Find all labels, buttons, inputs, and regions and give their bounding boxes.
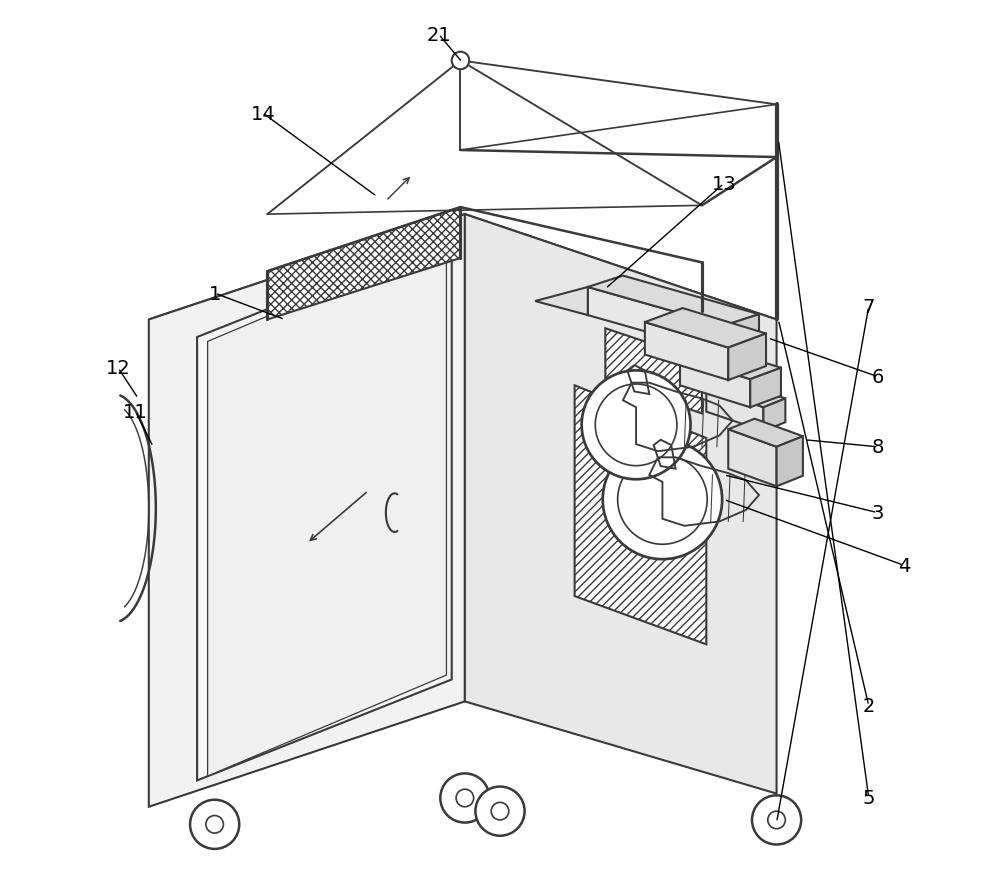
Polygon shape	[728, 430, 777, 487]
Circle shape	[456, 789, 474, 807]
Text: 11: 11	[123, 403, 148, 422]
Polygon shape	[197, 237, 452, 781]
Circle shape	[475, 787, 525, 836]
Circle shape	[582, 371, 691, 480]
Polygon shape	[149, 215, 465, 807]
Text: 12: 12	[106, 359, 130, 378]
Text: 6: 6	[871, 367, 884, 387]
Polygon shape	[680, 346, 781, 380]
Text: 7: 7	[863, 297, 875, 317]
Polygon shape	[645, 309, 766, 348]
Circle shape	[440, 774, 489, 823]
Polygon shape	[208, 241, 446, 776]
Polygon shape	[575, 386, 706, 645]
Circle shape	[452, 53, 469, 70]
Text: 1: 1	[208, 284, 221, 303]
Text: 5: 5	[863, 788, 875, 808]
Circle shape	[190, 800, 239, 849]
Polygon shape	[267, 208, 460, 320]
Polygon shape	[605, 329, 702, 414]
Circle shape	[603, 440, 722, 560]
Text: 2: 2	[863, 696, 875, 716]
Text: 13: 13	[712, 175, 736, 194]
Circle shape	[618, 455, 707, 545]
Polygon shape	[149, 215, 777, 425]
Text: 14: 14	[251, 104, 275, 124]
Text: 3: 3	[871, 503, 884, 523]
Polygon shape	[724, 315, 759, 354]
Polygon shape	[680, 358, 750, 408]
Polygon shape	[728, 419, 803, 447]
Text: 8: 8	[871, 438, 884, 457]
Polygon shape	[588, 276, 759, 326]
Polygon shape	[465, 215, 777, 794]
Polygon shape	[728, 334, 766, 381]
Polygon shape	[763, 399, 785, 431]
Circle shape	[768, 811, 785, 829]
Polygon shape	[706, 388, 763, 431]
Polygon shape	[750, 368, 781, 408]
Polygon shape	[535, 288, 588, 316]
Polygon shape	[588, 288, 724, 354]
Polygon shape	[706, 379, 785, 408]
Polygon shape	[777, 437, 803, 487]
Text: 21: 21	[426, 25, 451, 45]
Circle shape	[595, 384, 677, 467]
Circle shape	[752, 795, 801, 845]
Circle shape	[491, 802, 509, 820]
Polygon shape	[645, 323, 728, 381]
Circle shape	[206, 816, 223, 833]
Text: 4: 4	[898, 556, 910, 575]
